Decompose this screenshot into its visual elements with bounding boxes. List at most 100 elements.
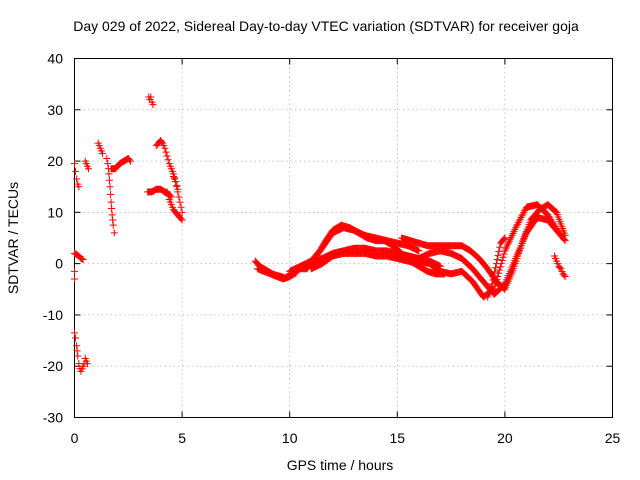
data-point <box>518 212 526 220</box>
data-point <box>496 263 504 271</box>
x-tick-label: 5 <box>178 430 186 446</box>
data-point <box>71 160 78 168</box>
data-point <box>178 216 186 224</box>
data-point <box>514 219 522 227</box>
data-point <box>517 213 525 221</box>
data-point <box>73 347 81 355</box>
data-point <box>560 271 568 279</box>
data-point <box>125 156 133 164</box>
data-point <box>496 243 504 251</box>
data-point <box>560 235 568 243</box>
data-point <box>499 282 507 290</box>
data-point <box>79 256 87 264</box>
series-sat-j <box>145 93 157 109</box>
data-point <box>177 203 185 211</box>
data-point <box>555 229 563 237</box>
data-point <box>546 214 554 222</box>
series-sat-k <box>144 185 175 201</box>
series-sat-h <box>103 155 118 237</box>
data-point <box>556 263 564 271</box>
series-sat-t <box>307 249 423 273</box>
data-point <box>500 235 508 243</box>
data-point <box>104 160 112 168</box>
data-point <box>158 138 166 146</box>
data-point <box>489 276 497 284</box>
x-tick-label: 20 <box>497 430 513 446</box>
y-tick-label: -10 <box>43 307 63 323</box>
grid <box>74 58 613 418</box>
data-point <box>495 247 503 255</box>
data-point <box>172 178 180 186</box>
data-point <box>494 251 502 259</box>
data-point <box>490 272 498 280</box>
data-point <box>126 157 134 165</box>
data-point <box>496 266 504 274</box>
data-point <box>545 212 553 220</box>
data-point <box>513 220 521 228</box>
data-point <box>500 281 508 289</box>
data-point <box>83 360 91 368</box>
data-point <box>72 334 80 342</box>
data-point <box>415 247 423 255</box>
y-tick-label: 30 <box>47 102 63 118</box>
data-point <box>71 329 78 337</box>
data-point <box>107 190 115 198</box>
data-point <box>163 188 171 196</box>
series-sat-e <box>80 355 91 368</box>
data-point <box>110 229 118 237</box>
data-point <box>177 215 185 223</box>
data-point <box>548 218 556 226</box>
data-point <box>495 269 503 277</box>
y-tick-label: 10 <box>47 204 63 220</box>
data-point <box>551 207 559 215</box>
data-point <box>75 183 83 191</box>
data-point <box>553 226 561 234</box>
series-sat-m <box>163 188 186 224</box>
data-point <box>493 256 501 264</box>
series-sat-w <box>415 201 563 301</box>
data-point <box>74 352 82 360</box>
data-point <box>178 208 186 216</box>
series-sat-i <box>107 155 134 173</box>
data-point <box>105 176 113 184</box>
x-tick-label: 25 <box>605 430 621 446</box>
y-tick-labels: -30 -20 -10 0 10 20 30 40 <box>43 51 63 426</box>
data-point <box>161 144 169 152</box>
x-tick-label: 15 <box>390 430 406 446</box>
series-sat-v <box>393 213 569 298</box>
data-point <box>548 217 556 225</box>
series-sat-f <box>81 157 92 173</box>
plot-frame <box>74 58 613 418</box>
data-point <box>162 148 170 156</box>
data-marks <box>71 93 569 375</box>
data-point <box>488 280 496 288</box>
series-sat-c <box>71 267 78 283</box>
data-point <box>164 156 172 164</box>
data-point <box>516 215 524 223</box>
data-point <box>515 217 523 225</box>
data-point <box>513 222 521 230</box>
data-point <box>71 267 78 275</box>
data-point <box>520 208 528 216</box>
data-point <box>494 272 502 280</box>
data-point <box>164 192 172 200</box>
data-point <box>109 216 117 224</box>
data-point <box>561 237 569 245</box>
data-point <box>552 208 560 216</box>
data-point <box>78 255 86 263</box>
data-point <box>544 211 552 219</box>
y-tick-label: -20 <box>43 358 63 374</box>
x-tick-label: 0 <box>71 430 79 446</box>
data-point <box>554 227 562 235</box>
data-point <box>498 256 506 264</box>
data-point <box>147 93 155 101</box>
series-sat-a <box>71 160 83 191</box>
series-sat-d <box>71 329 87 375</box>
data-point <box>512 224 520 232</box>
data-point <box>84 165 92 173</box>
data-point <box>561 272 569 280</box>
y-tick-label: -30 <box>43 410 63 426</box>
x-tick-label: 10 <box>282 430 298 446</box>
series-sat-y <box>550 252 569 280</box>
data-point <box>519 210 527 218</box>
